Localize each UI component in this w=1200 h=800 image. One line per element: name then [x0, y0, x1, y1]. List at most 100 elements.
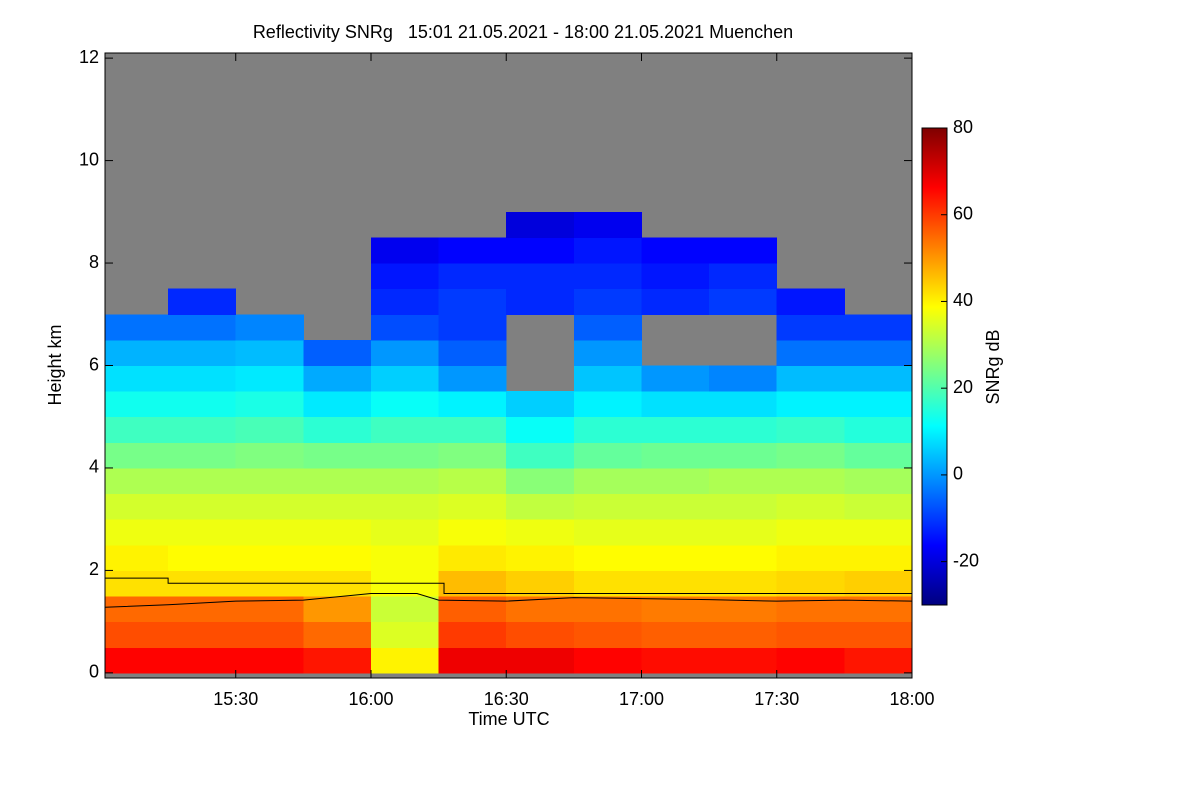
y-tick-label: 2 — [89, 559, 99, 579]
heatmap-cell — [370, 596, 440, 623]
heatmap-cell — [235, 339, 304, 366]
heatmap-cell — [438, 570, 507, 597]
x-tick-label: 16:00 — [348, 689, 393, 709]
heatmap-cell — [776, 493, 845, 520]
heatmap-cell — [235, 442, 304, 469]
heatmap-cell — [168, 391, 237, 418]
x-tick-label: 17:30 — [754, 689, 799, 709]
heatmap-cell — [438, 647, 507, 674]
heatmap-cell — [168, 365, 237, 392]
boundary-line — [105, 577, 912, 594]
heatmap-cell — [776, 416, 845, 443]
heatmap-cell — [506, 519, 575, 546]
heatmap-cell — [641, 467, 710, 495]
heatmap-cell — [641, 263, 710, 290]
heatmap-cell — [709, 365, 778, 392]
chart-title: Reflectivity SNRg 15:01 21.05.2021 - 18:… — [253, 22, 793, 42]
heatmap-cell — [776, 442, 845, 469]
heatmap-cell — [709, 288, 778, 315]
heatmap-cell — [776, 519, 845, 546]
heatmap-cell — [776, 339, 845, 366]
heatmap-cell — [573, 442, 642, 469]
heatmap-cell — [506, 647, 575, 674]
heatmap-cell — [709, 519, 778, 546]
heatmap-cell — [641, 442, 710, 469]
y-tick-label: 0 — [89, 662, 99, 682]
heatmap-cell — [573, 493, 642, 520]
y-tick-label: 12 — [79, 47, 99, 67]
heatmap-cell — [370, 519, 440, 546]
heatmap-cell — [573, 263, 642, 290]
heatmap-cell — [573, 314, 642, 341]
heatmap-cell — [235, 467, 304, 495]
heatmap-cell — [438, 237, 507, 264]
heatmap-cell — [303, 544, 372, 571]
heatmap-cell — [105, 621, 169, 648]
colorbar-tick-label: 40 — [953, 290, 973, 310]
heatmap-cell — [105, 519, 169, 546]
heatmap-cell — [105, 416, 169, 443]
heatmap-cell — [506, 544, 575, 571]
y-tick-label: 6 — [89, 354, 99, 374]
colorbar-tick-label: 80 — [953, 117, 973, 137]
heatmap-cell — [641, 647, 710, 674]
heatmap-cell — [370, 544, 440, 571]
heatmap-cell — [709, 391, 778, 418]
heatmap-cell — [438, 544, 507, 571]
heatmap-cell — [235, 314, 304, 341]
heatmap-cell — [573, 570, 642, 597]
heatmap-cell — [303, 391, 372, 418]
heatmap-cell — [506, 391, 575, 418]
heatmap-cell — [709, 544, 778, 571]
heatmap-cell — [641, 288, 710, 315]
heatmap-cell — [370, 365, 440, 392]
heatmap-cell — [168, 493, 237, 520]
x-tick-label: 18:00 — [889, 689, 934, 709]
heatmap-cell — [709, 467, 778, 495]
heatmap-cell — [303, 442, 372, 469]
heatmap-cell — [235, 621, 304, 648]
heatmap-cell — [168, 467, 237, 495]
heatmap-cell — [438, 314, 507, 341]
colorbar-tick-label: 0 — [953, 464, 963, 484]
x-tick-label: 15:30 — [213, 689, 258, 709]
heatmap-cell — [573, 365, 642, 392]
heatmap-cell — [438, 391, 507, 418]
heatmap-cell — [573, 288, 642, 315]
heatmap-cell — [844, 365, 913, 392]
heatmap-cell — [776, 391, 845, 418]
heatmap-cell — [438, 493, 507, 520]
boundary-line — [104, 592, 913, 608]
y-tick-label: 10 — [79, 149, 99, 169]
heatmap-cell — [641, 570, 710, 597]
heatmap-cell — [370, 237, 440, 264]
heatmap-cell — [303, 596, 372, 623]
heatmap-cell — [844, 339, 913, 366]
heatmap-cell — [776, 314, 845, 341]
heatmap-cell — [506, 570, 575, 597]
heatmap-cell — [168, 339, 237, 366]
heatmap-cell — [709, 263, 778, 290]
heatmap-cell — [303, 416, 372, 443]
heatmap-cell — [506, 211, 575, 238]
heatmap-cell — [641, 519, 710, 546]
heatmap-cell — [709, 442, 778, 469]
heatmap-cell — [573, 339, 642, 366]
heatmap-cell — [573, 544, 642, 571]
heatmap-cell — [438, 339, 507, 366]
x-tick-label: 16:30 — [484, 689, 529, 709]
heatmap-cell — [844, 314, 913, 341]
heatmap-cell — [709, 237, 778, 264]
heatmap-cell — [303, 339, 372, 366]
heatmap-cell — [844, 391, 913, 418]
heatmap-cell — [370, 493, 440, 520]
heatmap-cell — [370, 467, 440, 495]
heatmap-cell — [709, 621, 778, 648]
heatmap-cell — [844, 621, 913, 648]
heatmap-cell — [844, 570, 913, 597]
heatmap-cell — [844, 519, 913, 546]
heatmap-cell — [506, 596, 575, 623]
heatmap-cell — [844, 467, 913, 495]
heatmap-cell — [438, 288, 507, 315]
